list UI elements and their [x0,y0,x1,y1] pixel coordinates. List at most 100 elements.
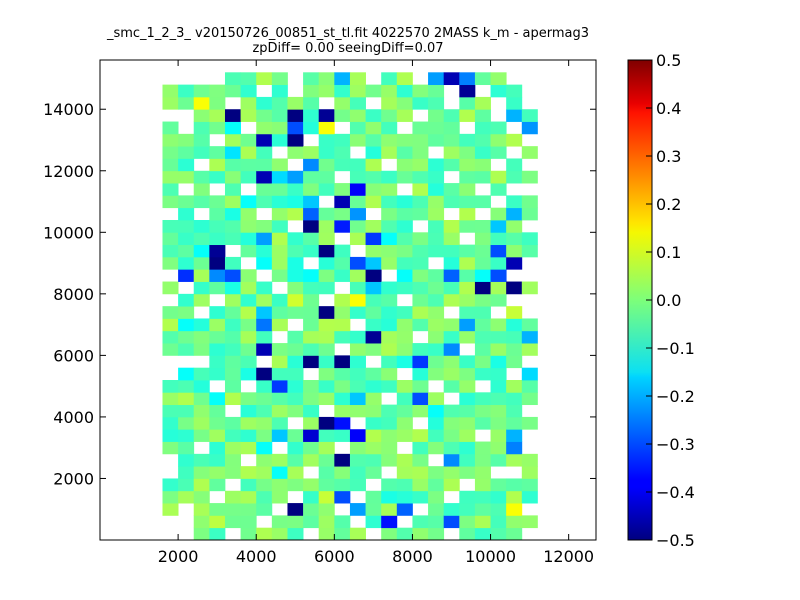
heatmap-cell [490,170,507,184]
heatmap-cell [224,109,241,122]
colorbar-tick-label: 0.1 [656,243,681,262]
heatmap-cell [318,380,335,393]
heatmap-cell [334,318,351,332]
heatmap-cell [224,490,241,504]
heatmap-cell [459,96,476,110]
heatmap-cell [443,183,460,196]
heatmap-cell [287,133,304,147]
heatmap-cell [490,72,507,86]
heatmap-cell [506,256,523,270]
heatmap-cell [287,392,304,406]
heatmap-cell [318,269,335,282]
heatmap-cell [428,269,445,282]
heatmap-cell [349,392,366,406]
heatmap-cell [303,416,320,430]
heatmap-cell [490,318,507,332]
heatmap-cell [162,416,179,430]
heatmap-cell [193,318,210,332]
heatmap-cell [334,306,351,319]
heatmap-cell [256,330,273,344]
heatmap-cell [334,207,351,221]
heatmap-cell [365,343,382,356]
heatmap-cell [256,404,273,418]
heatmap-cell [396,158,413,172]
heatmap-cell [303,183,320,196]
heatmap-cell [240,207,257,221]
heatmap-cell [443,232,460,246]
heatmap-cell [271,355,288,369]
heatmap-cell [318,183,335,196]
heatmap-cell [381,478,398,492]
heatmap-cell [256,183,273,196]
heatmap-cell [459,453,476,467]
heatmap-cell [443,269,460,282]
heatmap-cell [428,133,445,147]
heatmap-cell [224,170,241,184]
heatmap-cell [381,84,398,98]
heatmap-cell [459,293,476,307]
heatmap-cell [287,146,304,159]
heatmap-cell [490,281,507,295]
heatmap-cell [521,478,538,492]
heatmap-cell [287,281,304,295]
heatmap-cell [303,503,320,516]
heatmap-cell [459,195,476,209]
heatmap-cell [178,490,195,504]
heatmap-cell [506,355,523,369]
heatmap-cell [303,429,320,442]
heatmap-cell [303,306,320,319]
heatmap-cell [474,416,491,430]
heatmap-cell [318,281,335,295]
heatmap-cell [318,343,335,356]
heatmap-cell [381,527,398,541]
heatmap-cell [178,293,195,307]
heatmap-cell [459,170,476,184]
heatmap-cell [256,220,273,233]
heatmap-cell [412,232,429,246]
heatmap-cell [396,527,413,541]
heatmap-cell [381,515,398,529]
heatmap-cell [287,121,304,135]
heatmap-cell [365,170,382,184]
heatmap-cell [162,429,179,442]
heatmap-cell [224,330,241,344]
heatmap-cell [474,355,491,369]
heatmap-cell [412,380,429,393]
heatmap-cell [178,244,195,258]
heatmap-cell [178,170,195,184]
heatmap-cell [521,207,538,221]
heatmap-cell [490,133,507,147]
heatmap-cell [178,207,195,221]
heatmap-cell [193,281,210,295]
heatmap-cell [224,293,241,307]
heatmap-cell [287,195,304,209]
heatmap-cell [459,244,476,258]
heatmap-cell [428,121,445,135]
heatmap-cell [459,380,476,393]
heatmap-cell [443,367,460,381]
heatmap-cell [474,318,491,332]
heatmap-cell [459,281,476,295]
heatmap-cell [334,392,351,406]
heatmap-cell [365,490,382,504]
heatmap-cell [459,429,476,442]
heatmap-cell [396,318,413,332]
heatmap-cell [224,429,241,442]
heatmap-cell [412,146,429,159]
heatmap-cell [459,84,476,98]
heatmap-cell [381,404,398,418]
heatmap-cell [287,256,304,270]
heatmap-cell [428,404,445,418]
heatmap-cell [224,416,241,430]
x-tick-label: 2000 [158,547,199,566]
heatmap-cell [443,281,460,295]
heatmap-cell [443,72,460,86]
heatmap-cell [303,404,320,418]
y-tick-label: 12000 [43,162,94,181]
heatmap-cell [287,453,304,467]
heatmap-cell [240,404,257,418]
heatmap-cell [443,453,460,467]
heatmap-cell [381,490,398,504]
heatmap-cell [459,220,476,233]
heatmap-cell [349,306,366,319]
